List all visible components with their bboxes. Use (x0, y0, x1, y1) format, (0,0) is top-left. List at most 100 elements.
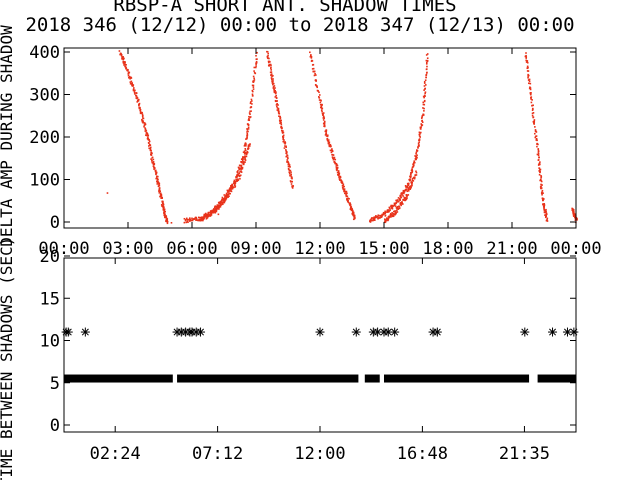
red-dot (145, 134, 147, 136)
red-dot (133, 93, 136, 95)
red-dot (537, 152, 540, 155)
red-dot (314, 72, 316, 75)
red-dot (423, 110, 425, 112)
red-dot (191, 217, 193, 220)
red-dot (426, 65, 428, 68)
asterisk-point (315, 327, 325, 337)
red-dot (122, 58, 125, 61)
red-dot (190, 219, 193, 222)
red-dot (402, 189, 405, 192)
red-dot (234, 186, 236, 188)
red-dot (416, 154, 418, 157)
red-dot (528, 82, 530, 85)
red-dot (322, 113, 324, 116)
baseline-band (177, 374, 359, 383)
red-dot (321, 107, 324, 110)
red-dot (385, 219, 387, 222)
red-dot (394, 205, 397, 207)
red-dot (158, 192, 161, 194)
red-dot (409, 179, 411, 181)
red-dot (423, 82, 426, 84)
red-dot (398, 207, 401, 209)
y-tick-label: 0 (50, 213, 60, 233)
red-dot (240, 164, 242, 167)
red-dot (405, 198, 408, 200)
red-dot (526, 65, 529, 68)
red-dot (319, 101, 322, 104)
red-dot (189, 218, 192, 221)
red-dot (396, 209, 398, 212)
red-dot (159, 192, 162, 195)
y-tick-label: 300 (29, 86, 60, 106)
red-dot (208, 214, 211, 216)
red-dot (156, 177, 159, 180)
red-dot (225, 196, 228, 199)
red-dot (224, 195, 227, 198)
red-dot (236, 179, 239, 182)
red-dot (237, 174, 240, 177)
red-dot (400, 204, 402, 207)
red-dot (349, 204, 351, 207)
red-dot (343, 185, 345, 188)
red-dot (285, 152, 287, 155)
red-dot (407, 183, 409, 185)
red-dot (309, 51, 311, 54)
red-dot (156, 183, 159, 185)
red-dot (236, 171, 239, 174)
red-dot (394, 212, 397, 215)
red-dot (218, 205, 220, 208)
red-dot (145, 131, 148, 134)
red-dot (270, 77, 273, 79)
red-dot (426, 61, 428, 64)
red-dot (322, 117, 325, 119)
red-dot (532, 116, 534, 119)
red-dot (272, 80, 274, 82)
red-dot (217, 213, 220, 216)
red-dot (318, 91, 320, 94)
red-dot (133, 89, 136, 92)
red-dot (245, 151, 247, 154)
red-dot (546, 217, 549, 220)
red-dot (200, 217, 203, 220)
red-dot (138, 104, 140, 107)
red-dot (316, 86, 319, 89)
red-dot (419, 133, 421, 135)
red-dot (162, 206, 164, 208)
red-dot (129, 81, 132, 83)
red-dot (139, 111, 142, 114)
red-dot (220, 204, 222, 207)
red-dot (205, 217, 208, 220)
red-dot (576, 217, 578, 220)
red-dot (270, 74, 272, 77)
red-dot (255, 58, 258, 61)
red-dot (526, 70, 529, 72)
red-dot (221, 196, 224, 199)
red-dot (155, 171, 158, 174)
red-dot (127, 74, 130, 77)
red-dot (185, 221, 188, 224)
red-dot (572, 215, 575, 217)
red-dot (290, 173, 293, 176)
red-dot (279, 122, 281, 125)
red-dot (214, 210, 217, 213)
red-dot (254, 66, 257, 69)
red-dot (410, 186, 412, 189)
red-dot (327, 139, 330, 141)
red-dot (421, 115, 424, 117)
red-dot (418, 131, 421, 134)
red-dot (352, 210, 354, 212)
red-dot (244, 142, 247, 145)
red-dot (125, 67, 128, 70)
red-dot (203, 214, 206, 217)
red-dot (544, 216, 547, 219)
baseline-band (537, 374, 576, 383)
red-dot (423, 103, 426, 106)
red-dot (151, 161, 153, 164)
red-dot (347, 197, 350, 200)
red-dot (285, 150, 288, 153)
red-dot (143, 124, 146, 127)
red-dot (251, 93, 254, 96)
red-dot (336, 164, 339, 167)
red-dot (237, 178, 239, 181)
red-dot (347, 199, 349, 202)
